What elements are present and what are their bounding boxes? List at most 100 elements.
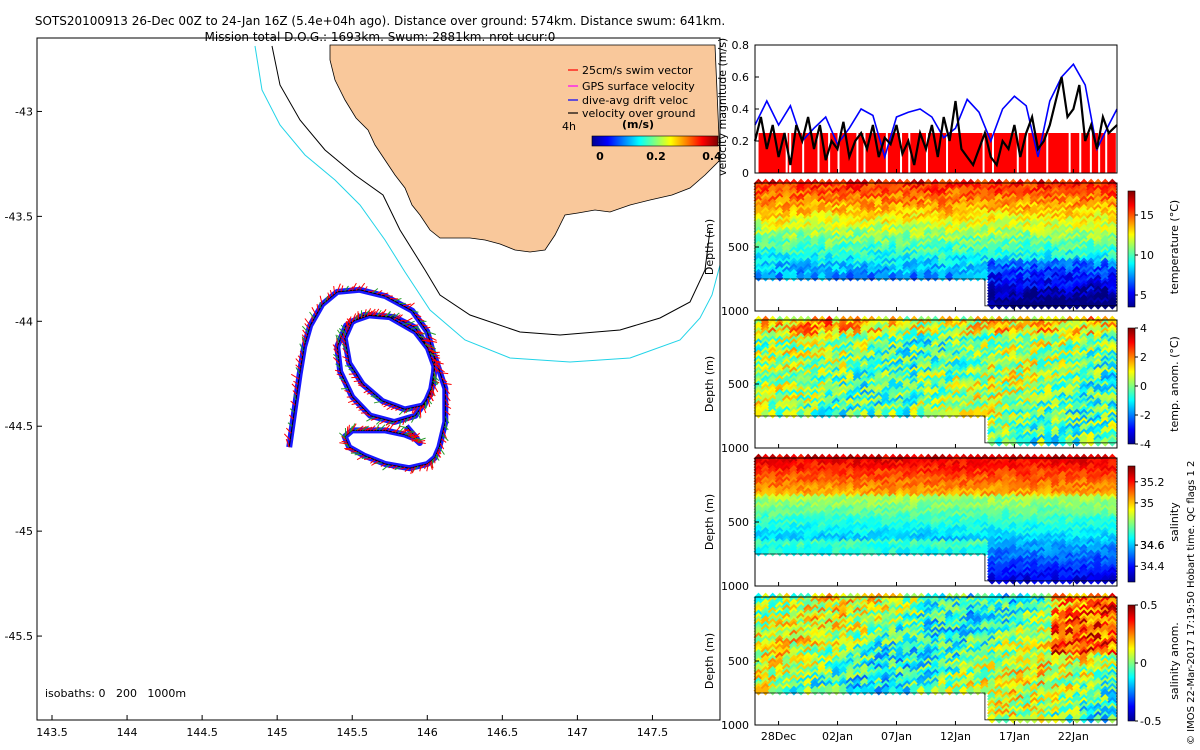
swim-vector-arrow (404, 417, 409, 424)
swim-vector-arrow (421, 339, 431, 343)
swim-vector-arrow (335, 334, 340, 344)
tasmania-land (329, 44, 720, 253)
swim-vector-arrow (380, 309, 387, 317)
swim-vector-arrow (336, 373, 343, 377)
swim-vector-arrow (368, 290, 376, 293)
swim-vector-arrow (345, 320, 349, 330)
swim-vector-arrow (422, 405, 427, 414)
swim-vector-arrow (350, 450, 357, 453)
swim-vector-arrow (295, 367, 301, 375)
map-ytick-label: -43.5 (5, 210, 33, 223)
speed-fill-gap (1016, 133, 1019, 173)
swim-vector-arrow (355, 405, 362, 409)
swim-vector-arrow (434, 358, 439, 366)
swim-vector-arrow (392, 420, 399, 426)
swim-vector-arrow (356, 425, 364, 431)
heatmap-colorbar (1127, 190, 1136, 308)
swim-vector-arrow (338, 328, 344, 333)
map-xtick-label: 143.5 (36, 726, 68, 739)
velocity-ytick-label: 0.8 (732, 39, 750, 52)
speed-fill-gap (1079, 133, 1082, 173)
speed-fill-gap (1089, 133, 1092, 173)
swim-vector-arrow (351, 282, 357, 291)
swim-vector-arrow (371, 460, 379, 466)
swim-vector-arrow (341, 343, 348, 351)
swim-vector-arrow (337, 329, 343, 337)
swim-vector-arrow (316, 303, 319, 312)
swim-vector-arrow (425, 342, 433, 347)
swim-vector-arrow (427, 331, 436, 336)
swim-vector-arrow (438, 367, 445, 373)
swim-vector-arrow (372, 288, 379, 294)
colorbar-tick-label: 5 (1140, 289, 1147, 302)
swim-vector-arrow (434, 362, 441, 368)
swim-vector-arrow (335, 363, 341, 368)
swim-vector-arrow (360, 312, 364, 319)
swim-vector-arrow (388, 424, 394, 432)
speed-fill-gap (817, 133, 820, 173)
map-xtick-label: 146 (417, 726, 438, 739)
swim-vector-arrow (411, 466, 416, 474)
swim-vector-arrow (311, 306, 317, 316)
swim-vector-arrow (339, 335, 346, 343)
velocity-ytick-label: 0.2 (732, 135, 750, 148)
legend-time-label: 4h (562, 120, 576, 133)
swim-vector-arrow (426, 462, 430, 472)
swim-vector-arrow (344, 427, 347, 436)
swim-vector-arrow (433, 375, 440, 382)
legend-colorbar (591, 135, 719, 147)
legend-gps-velocity: GPS surface velocity (582, 80, 695, 93)
swim-vector-arrow (372, 396, 380, 399)
map-ytick-label: -43 (15, 105, 33, 118)
swim-vector-arrow (418, 441, 426, 444)
swim-vector-arrow (285, 438, 290, 448)
swim-vector-arrow (417, 317, 425, 322)
swim-vector-arrow (388, 464, 394, 469)
swim-vector-arrow (383, 403, 390, 408)
velocity-ytick-label: 0.4 (732, 103, 750, 116)
velocity-ytick-label: 0 (742, 167, 749, 180)
swim-vector-arrow (442, 430, 448, 439)
colorbar-tick-label: 15 (1140, 209, 1154, 222)
speed-fill-gap (837, 133, 840, 173)
swim-vector-arrow (293, 380, 299, 385)
map-xtick-label: 144 (117, 726, 138, 739)
swim-vector-arrow (385, 420, 391, 426)
swim-vector-arrow (356, 455, 365, 461)
swim-vector-arrow (372, 310, 376, 316)
velocity-ylabel: velocity magnitude (m/s) (716, 38, 729, 176)
swim-vector-arrow (299, 350, 304, 356)
swim-vector-arrow (381, 427, 387, 431)
legend-swim-vector: 25cm/s swim vector (582, 64, 693, 77)
speed-fill-gap (982, 133, 985, 173)
swim-vector-arrow (433, 371, 437, 380)
swim-vector-arrow (377, 311, 384, 317)
swim-vector-arrow (336, 283, 341, 293)
swim-vector-arrow (428, 348, 434, 352)
swim-vector-arrow (376, 418, 383, 425)
swim-vector-arrow (375, 424, 380, 431)
swim-vector-arrow (432, 376, 439, 385)
swim-vector-arrow (370, 394, 376, 397)
swim-vector-arrow (414, 313, 422, 318)
swim-vector-arrow (408, 320, 415, 325)
swim-vector-arrow (418, 335, 425, 338)
swim-vector-arrow (428, 335, 437, 341)
swim-vector-arrow (295, 358, 302, 365)
speed-fill-gap (946, 133, 949, 173)
speed-fill-gap (802, 133, 805, 173)
swim-vector-arrow (406, 323, 412, 328)
swim-vector-arrow (361, 425, 369, 431)
swim-vector-arrow (438, 446, 445, 455)
swim-vector-arrow (398, 419, 402, 429)
swim-vector-arrow (334, 369, 341, 373)
swim-vector-arrow (415, 327, 421, 330)
swim-vector-arrow (363, 389, 370, 394)
swim-vector-arrow (327, 292, 331, 299)
swim-vector-arrow (301, 336, 306, 344)
swim-vector-arrow (361, 456, 368, 460)
swim-vector-arrow (398, 409, 406, 416)
swim-vector-arrow (424, 463, 428, 470)
legend-dive-avg-drift: dive-avg drift veloc (582, 94, 688, 107)
